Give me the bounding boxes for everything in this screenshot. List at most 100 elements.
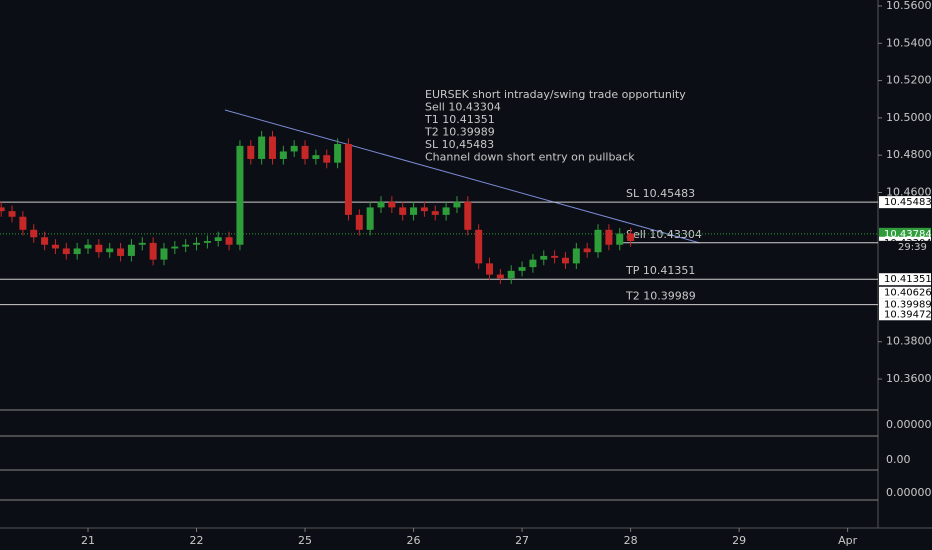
y-tick-label: 10.52000	[886, 74, 932, 87]
candle-body	[561, 257, 569, 264]
x-tick-label: Apr	[838, 534, 858, 547]
x-tick-label: 21	[81, 534, 95, 547]
level-label: T2 10.39989	[625, 290, 696, 303]
candle-body	[149, 242, 157, 260]
candle-body	[95, 244, 103, 253]
countdown-tag	[879, 240, 931, 253]
candle-body	[572, 248, 580, 264]
indicator-label: 0.00	[886, 453, 911, 466]
candle-body	[355, 214, 363, 230]
candle-body	[627, 233, 635, 242]
countdown: 29:39	[898, 242, 927, 253]
candle-body	[73, 248, 81, 255]
level-label: TP 10.41351	[625, 264, 695, 277]
candle-body	[138, 242, 146, 245]
candle-body	[507, 270, 515, 279]
candle-body	[193, 242, 201, 245]
annotation-text: T1 10.41351	[424, 113, 495, 126]
price-tag-label: 10.45483	[884, 197, 932, 208]
candle-body	[442, 207, 450, 215]
candle-body	[475, 229, 483, 264]
y-tick-label: 10.50000	[886, 111, 932, 124]
price-tag	[879, 308, 931, 321]
price-tag-label: 10.39472	[884, 309, 932, 320]
candle-body	[106, 248, 114, 253]
candle-body	[171, 246, 179, 249]
candle-body	[551, 255, 559, 258]
y-tick-label: 10.56000	[886, 0, 932, 12]
candle-body	[268, 136, 276, 159]
candle-body	[51, 244, 59, 249]
price-tag	[879, 286, 931, 299]
candle-body	[0, 207, 5, 212]
candle-body	[19, 216, 27, 230]
candle-body	[420, 207, 428, 212]
candle-body	[616, 233, 624, 245]
x-tick-label: 27	[515, 534, 529, 547]
candle-body	[496, 274, 504, 279]
trend-line	[224, 109, 701, 244]
price-tag	[879, 298, 931, 311]
candle-body	[30, 229, 38, 238]
candle-body	[279, 151, 287, 159]
y-tick-label: 10.54000	[886, 36, 932, 49]
level-label: SL 10.45483	[626, 187, 695, 200]
indicator-label: 0.00000	[886, 418, 932, 431]
x-tick-label: 25	[298, 534, 312, 547]
price-tag-label: 10.39989	[884, 300, 932, 311]
indicator-label: 0.00000	[886, 486, 932, 499]
candle-body	[453, 201, 461, 208]
candle-body	[290, 145, 298, 152]
price-tag	[879, 273, 931, 286]
candle-body	[258, 136, 266, 159]
candle-body	[399, 207, 407, 215]
candle-body	[62, 248, 70, 255]
price-tag-label: 10.40626	[884, 288, 932, 299]
candle-body	[236, 145, 244, 245]
candle-body	[41, 237, 49, 245]
candle-body	[486, 263, 494, 275]
candle-body	[127, 244, 135, 256]
annotation-text: Sell 10.43304	[425, 101, 501, 114]
y-tick-label: 10.46000	[886, 186, 932, 199]
x-tick-label: 29	[732, 534, 746, 547]
candle-body	[247, 145, 255, 159]
candle-body	[8, 211, 16, 217]
x-tick-label: 28	[624, 534, 638, 547]
candle-body	[594, 229, 602, 253]
candle-body	[464, 201, 472, 230]
candle-body	[334, 144, 342, 163]
y-tick-label: 10.38000	[886, 335, 932, 348]
candle-body	[182, 244, 190, 247]
candle-body	[388, 201, 396, 208]
candle-body	[410, 207, 418, 215]
price-tag	[879, 196, 931, 209]
candle-body	[214, 237, 222, 242]
candle-body	[344, 144, 352, 215]
x-tick-label: 22	[190, 534, 204, 547]
price-tag-label: 10.43784	[884, 229, 932, 240]
x-tick-label: 26	[407, 534, 421, 547]
candle-body	[301, 145, 309, 159]
annotation-text: T2 10.39989	[424, 126, 495, 139]
candle-body	[225, 237, 233, 245]
price-tag-label: 10.41351	[884, 274, 932, 285]
candle-body	[84, 244, 92, 249]
annotation-text: SL 10,45483	[425, 138, 494, 151]
candle-body	[312, 155, 320, 159]
candle-body	[605, 229, 613, 245]
candle-body	[117, 248, 125, 256]
candle-body	[377, 201, 385, 208]
candle-body	[366, 207, 374, 230]
candle-body	[540, 255, 548, 260]
candle-body	[583, 248, 591, 253]
candle-body	[431, 211, 439, 215]
annotation-text: Channel down short entry on pullback	[425, 151, 635, 164]
annotation-text: EURSEK short intraday/swing trade opport…	[425, 88, 686, 101]
candle-body	[529, 259, 537, 268]
candle-body	[323, 155, 331, 163]
candle-body	[160, 248, 168, 260]
y-tick-label: 10.36000	[886, 372, 932, 385]
